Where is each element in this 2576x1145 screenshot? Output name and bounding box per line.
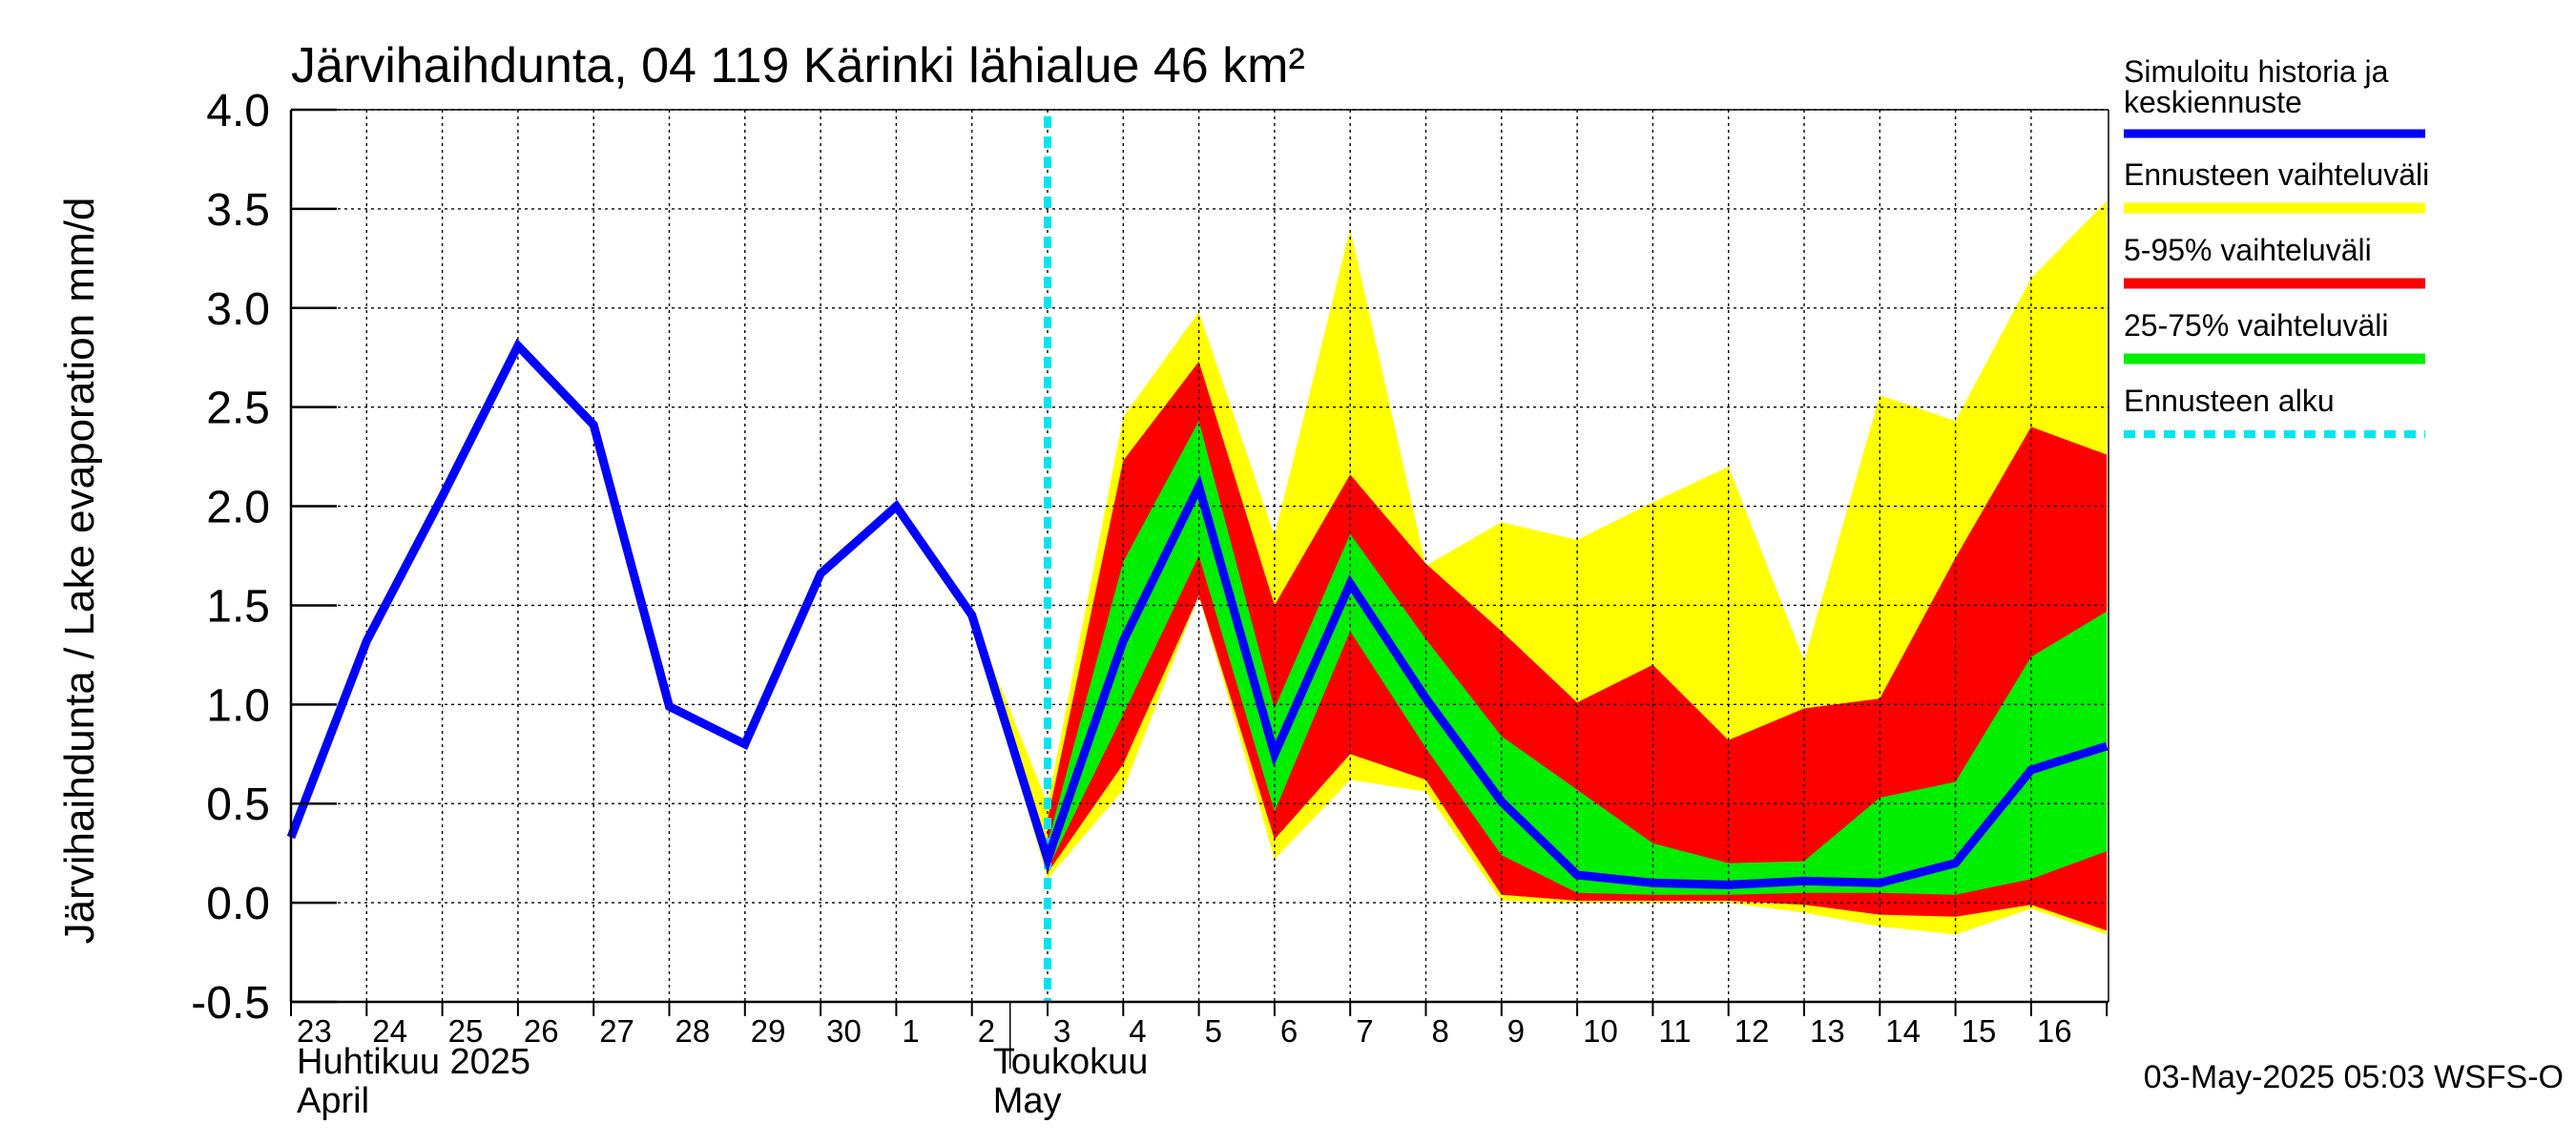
y-tick-label: 0.5 — [206, 780, 270, 830]
x-tick-label: 23 — [297, 1013, 332, 1049]
month-label: Huhtikuu 2025 — [297, 1042, 530, 1082]
x-tick-label: 6 — [1280, 1013, 1298, 1049]
x-tick-label: 9 — [1507, 1013, 1525, 1049]
month-label-english: May — [993, 1081, 1062, 1121]
band-2 — [1048, 361, 2108, 931]
month-label-english: April — [297, 1081, 369, 1121]
x-tick-label: 26 — [524, 1013, 559, 1049]
y-tick-label: 3.5 — [206, 185, 270, 236]
series-line-1 — [286, 338, 2109, 889]
footer-timestamp: 03-May-2025 05:03 WSFS-O — [2144, 1059, 2564, 1095]
x-tick-label: 12 — [1735, 1013, 1770, 1049]
x-tick-label: 11 — [1658, 1013, 1691, 1049]
y-tick-label: 3.0 — [206, 284, 270, 335]
month-label: Toukokuu — [993, 1042, 1149, 1082]
x-tick-label: 8 — [1432, 1013, 1449, 1049]
legend-label: keskiennuste — [2124, 85, 2302, 119]
y-tick-label: 0.0 — [206, 879, 270, 929]
y-tick-label: 2.0 — [206, 483, 270, 533]
x-tick-label: 13 — [1810, 1013, 1845, 1049]
y-tick-label: 1.5 — [206, 581, 270, 632]
y-tick-label: 4.0 — [206, 86, 270, 136]
y-tick-label: 2.5 — [206, 384, 270, 434]
x-tick-label: 10 — [1583, 1013, 1618, 1049]
legend-label: Simuloitu historia ja — [2124, 54, 2389, 89]
y-tick-label: 1.0 — [206, 680, 270, 731]
gridlines — [291, 109, 2109, 1003]
legend-label: Ennusteen alku — [2124, 384, 2335, 418]
x-tick-label: 7 — [1356, 1013, 1373, 1049]
x-tick-label: 27 — [599, 1013, 634, 1049]
x-tick-label: 30 — [826, 1013, 862, 1049]
bands-layer — [971, 200, 2108, 935]
x-tick-label: 3 — [1053, 1013, 1070, 1049]
x-tick-label: 24 — [372, 1013, 407, 1049]
x-tick-label: 4 — [1129, 1013, 1146, 1049]
series-layer — [286, 338, 2109, 889]
x-tick-label: 5 — [1205, 1013, 1222, 1049]
x-tick-label: 16 — [2037, 1013, 2072, 1049]
x-ticks: 23 24 25 26 27 28 29 30 1 2 3 4 5 6 7 8 9 10 11 12 13 14 15 16 — [290, 1002, 2109, 1049]
chart-title: Järvihaihdunta, 04 119 Kärinki lähialue … — [291, 38, 1305, 94]
x-tick-label: 28 — [675, 1013, 711, 1049]
legend-label: 5-95% vaihteluväli — [2124, 233, 2372, 267]
x-tick-label: 14 — [1885, 1013, 1921, 1049]
x-tick-label: 2 — [978, 1013, 995, 1049]
x-tick-label: 25 — [448, 1013, 484, 1049]
legend-label: Ennusteen vaihteluväli — [2124, 157, 2429, 192]
y-axis-label: Järvihaihdunta / Lake evaporation mm/d — [56, 198, 103, 945]
legend-label: 25-75% vaihteluväli — [2124, 308, 2389, 343]
y-tick-label: -0.5 — [191, 978, 270, 1029]
x-tick-label: 15 — [1962, 1013, 1997, 1049]
x-tick-label: 29 — [751, 1013, 786, 1049]
y-ticks: -0.5 0.0 0.5 1.0 1.5 2.0 2.5 3.0 3.5 4.0 — [191, 86, 337, 1029]
x-tick-label: 1 — [902, 1013, 919, 1049]
